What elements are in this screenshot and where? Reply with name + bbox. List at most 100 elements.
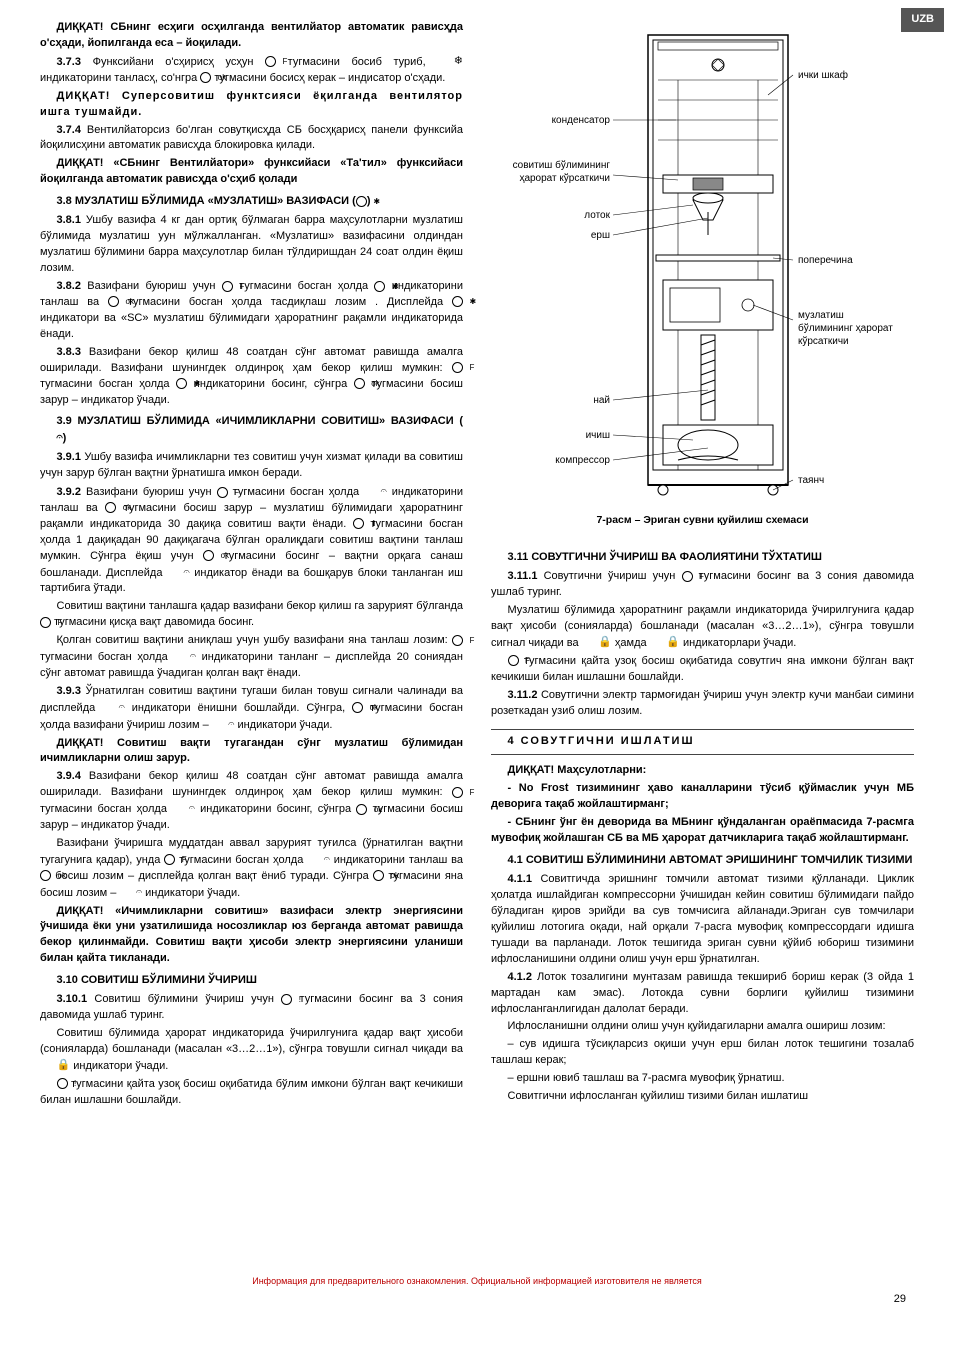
text: Лоток тозалигини мунтазам равишда текшир… xyxy=(491,971,914,1015)
text: Совутгични электр тармоғидан ўчириш учун… xyxy=(491,689,914,717)
num-382: 3.8.2 xyxy=(57,280,88,292)
num-393: 3.9.3 xyxy=(57,685,86,697)
num-391: 3.9.1 xyxy=(57,451,85,463)
label-freeze1: музлатиш xyxy=(798,310,844,321)
f-icon: F xyxy=(217,487,228,498)
f-icon: F xyxy=(452,787,463,798)
text: Совитиш бўлимида ҳарорат индикаторида ўч… xyxy=(40,1027,463,1055)
label-support: таянч xyxy=(798,475,824,486)
label-temp1a: совитиш бўлимининг xyxy=(512,159,610,171)
figure-7: конденсатор совитиш бўлимининг ҳарорат к… xyxy=(491,20,914,528)
language-tab: UZB xyxy=(901,8,944,32)
text: – сув идишга тўсиқларсиз оқиши учун ерш … xyxy=(491,1037,914,1069)
f-icon: F xyxy=(508,655,519,666)
text: тугмасини босган ҳолда xyxy=(233,280,375,292)
text: тугмасини босган ҳолда xyxy=(40,803,172,815)
bottle-icon: 𝄐 xyxy=(102,700,125,716)
text: индикаторини танлаш ва xyxy=(330,854,463,866)
text: 3.9 МУЗЛАТИШ БЎЛИМИДА «ИЧИМЛИКЛАРНИ СОВИ… xyxy=(57,415,464,427)
chapter-4-heading: 4 СОВУТГИЧНИ ИШЛАТИШ xyxy=(491,729,914,755)
attention-text: ДИҚҚАТ! Суперсовитиш функтсияси ёқилганд… xyxy=(40,89,463,121)
ok-icon: ok xyxy=(352,702,363,713)
text: тугмасини босган ҳолда xyxy=(40,378,176,390)
heading-3-9: 3.9 МУЗЛАТИШ БЎЛИМИДА «ИЧИМЛИКЛАРНИ СОВИ… xyxy=(40,414,463,447)
ok-icon: ok xyxy=(203,550,214,561)
text: индикатори ўчади. xyxy=(142,887,240,899)
f-icon: F xyxy=(164,854,175,865)
para-3-9-4: 3.9.4 Вазифани бекор қилиш 48 соатдан сў… xyxy=(40,769,463,834)
bottle-icon: 𝄐 xyxy=(172,801,195,817)
ok-icon: ok xyxy=(40,870,51,881)
text: тугмасини босган ҳолда xyxy=(175,854,307,866)
num-411: 4.1.1 xyxy=(508,873,541,885)
f-icon: F xyxy=(452,635,463,646)
label-crossbar: поперечина xyxy=(798,255,853,266)
text: Музлатиш бўлимида ҳароратнинг рақамли ин… xyxy=(491,603,914,652)
bottle-icon: 𝄐 xyxy=(307,852,330,868)
info-icon: ! xyxy=(57,1078,68,1089)
text: тугмасини қайта узоқ босиш оқибатида сов… xyxy=(491,655,914,683)
num-392: 3.9.2 xyxy=(57,486,86,498)
lock-icon: 🔒 xyxy=(650,635,680,651)
info-icon: ! xyxy=(281,994,292,1005)
lock-icon: 🔒 xyxy=(40,1058,70,1074)
text: 3.8 МУЗЛАТИШ БЎЛИМИДА «МУЗЛАТИШ» ВАЗИФАС… xyxy=(57,195,356,207)
text: индикатори ўчади. xyxy=(234,719,332,731)
text: индикатори ва «SC» музлатиш бўлимидаги ҳ… xyxy=(40,312,463,340)
star-icon: ✱ xyxy=(374,281,385,292)
text: тугмасини қисқа вақт давомида босинг. xyxy=(51,616,254,628)
para-3-9-2: 3.9.2 Вазифани буюриш учун F тугмасини б… xyxy=(40,484,463,597)
label-tray: лоток xyxy=(584,210,610,221)
text: Совитгичда эришнинг томчили автомат тизи… xyxy=(491,873,914,965)
num-394: 3.9.4 xyxy=(57,770,89,782)
fridge-diagram-svg: конденсатор совитиш бўлимининг ҳарорат к… xyxy=(498,20,908,505)
star-icon: ✱ xyxy=(176,378,187,389)
attention-text: ДИҚҚAT! Маҳсулотларни: xyxy=(491,763,914,779)
text: тугмасини босиб туриб, xyxy=(276,56,437,68)
star-icon: ✱ xyxy=(452,296,463,307)
label-pipe: най xyxy=(593,395,610,406)
text: Совитиш вақтини танлашга қадар вазифани … xyxy=(57,600,464,612)
text: Совитиш бўлимини ўчириш учун xyxy=(94,993,281,1005)
num-374: 3.7.4 xyxy=(57,124,87,136)
text: тугмасини босган ҳолда тасдиқлаш лозим .… xyxy=(119,296,452,308)
text: ! тугмасини қайта узоқ босиш оқибатида б… xyxy=(40,1077,463,1109)
para-3-8-2: 3.8.2 Вазифани буюриш учун F тугмасини б… xyxy=(40,279,463,343)
text: Вазифани буюриш учун xyxy=(86,486,217,498)
heading-3-11: 3.11 СОВУТГИЧНИ ЎЧИРИШ ВА ФАОЛИЯТИНИ ТЎХ… xyxy=(491,550,914,566)
label-condenser: конденсатор xyxy=(551,115,610,126)
num-3101: 3.10.1 xyxy=(57,993,95,1005)
text: Совутгични ўчириш учун xyxy=(544,570,682,582)
num-3112: 3.11.2 xyxy=(508,689,541,701)
text: ҳамда xyxy=(612,637,650,649)
text: индикаторини босинг, сўнгра xyxy=(195,803,356,815)
para-3-8-1: 3.8.1 Ушбу вазифа 4 кг дан ортиқ бўлмага… xyxy=(40,213,463,277)
text: босиш лозим – дисплейда қолган вақт ёниб… xyxy=(51,870,373,882)
up-icon: ⬆ xyxy=(353,518,364,529)
bottle-icon: 𝄐 xyxy=(173,649,196,665)
bottle-icon: 𝄐 xyxy=(40,430,63,446)
para-3-7-4: 3.7.4 Вентилйаторсиз бо'лган совутқисҳда… xyxy=(40,123,463,155)
bottle-icon: 𝄐 xyxy=(119,885,142,901)
label-cabinet: ички шкаф xyxy=(798,69,848,81)
figure-caption: 7-расм – Эриган сувни қуйилиш схемаси xyxy=(491,513,914,528)
label-compressor: компрессор xyxy=(555,455,610,466)
text: тугмасини босисҳ керак – индисатор о'сҳа… xyxy=(211,72,445,84)
attention-text: ДИҚҚАТ! «СБнинг Вентилйатори» функсийаси… xyxy=(40,156,463,188)
f-icon: F xyxy=(452,362,463,373)
ok-icon: ok xyxy=(108,296,119,307)
ok-icon: ok xyxy=(354,378,365,389)
attention-text: ДИҚҚАТ! «Ичимликларни совитиш» вазифаси … xyxy=(40,904,463,968)
para-3-9-1: 3.9.1 Ушбу вазифа ичимликларни тез совит… xyxy=(40,450,463,482)
attention-text: - СБнинг ўнг ён деворида ва МБнинг қўнда… xyxy=(491,815,914,847)
para-3-11-1: 3.11.1 Совутгични ўчириш учун F тугмасин… xyxy=(491,569,914,601)
bottle-icon: 𝄐 xyxy=(167,565,190,581)
bottle-icon: 𝄐 xyxy=(364,484,387,500)
text: индикатори ёнишни бошлайди. Сўнгра, xyxy=(125,702,352,714)
heading-3-8: 3.8 МУЗЛАТИШ БЎЛИМИДА «МУЗЛАТИШ» ВАЗИФАС… xyxy=(40,194,463,210)
num-373: 3.7.3 xyxy=(57,56,93,68)
para-4-1-2: 4.1.2 Лоток тозалигини мунтазам равишда … xyxy=(491,970,914,1018)
para-4-1-1: 4.1.1 Совитгичда эришнинг томчили автома… xyxy=(491,872,914,968)
para-3-8-3: 3.8.3 Вазифани бекор қилиш 48 соатдан сў… xyxy=(40,345,463,409)
attention-text: ДИҚҚАТ! СБнинг есҳиги осҳилганда вентилй… xyxy=(40,20,463,52)
